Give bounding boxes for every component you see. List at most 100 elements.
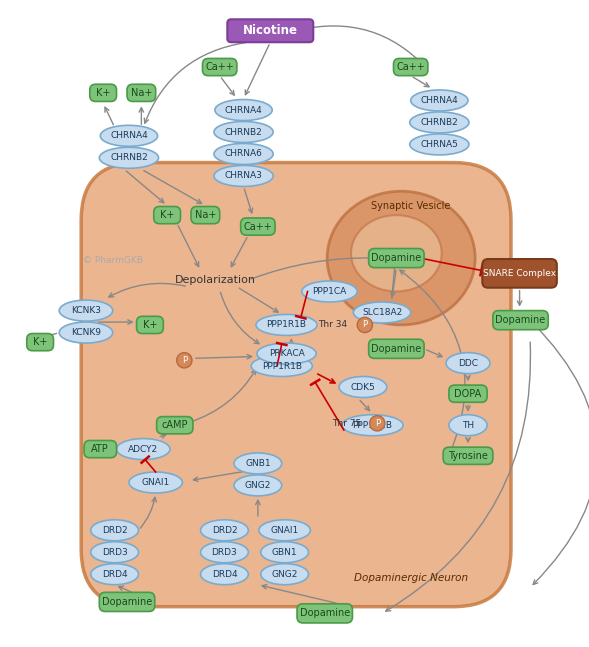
Ellipse shape [410, 134, 469, 155]
Ellipse shape [411, 90, 468, 111]
Text: Nicotine: Nicotine [243, 24, 298, 38]
Text: Na+: Na+ [194, 210, 216, 220]
FancyBboxPatch shape [443, 447, 493, 465]
Text: K+: K+ [96, 88, 110, 98]
FancyBboxPatch shape [369, 248, 424, 268]
Text: Tyrosine: Tyrosine [448, 451, 488, 461]
Text: P: P [375, 419, 380, 428]
Text: GNB1: GNB1 [245, 459, 271, 468]
Ellipse shape [59, 322, 112, 343]
Text: DRD3: DRD3 [211, 548, 237, 557]
Ellipse shape [100, 126, 158, 146]
Text: CHRNB2: CHRNB2 [421, 118, 458, 127]
FancyBboxPatch shape [241, 218, 275, 235]
Ellipse shape [251, 355, 312, 377]
Ellipse shape [201, 542, 249, 563]
Ellipse shape [357, 317, 372, 333]
Text: PPP1CA: PPP1CA [312, 287, 347, 296]
Text: GBN1: GBN1 [272, 548, 297, 557]
Ellipse shape [59, 300, 112, 321]
Ellipse shape [201, 520, 249, 541]
FancyBboxPatch shape [84, 441, 117, 457]
Ellipse shape [91, 542, 138, 563]
FancyBboxPatch shape [369, 339, 424, 358]
Ellipse shape [446, 353, 490, 374]
Ellipse shape [259, 520, 310, 541]
FancyBboxPatch shape [493, 311, 548, 330]
Ellipse shape [342, 415, 403, 435]
FancyBboxPatch shape [227, 19, 313, 42]
Text: DRD2: DRD2 [211, 526, 237, 535]
Text: Ca++: Ca++ [396, 62, 425, 72]
Text: CHRNA4: CHRNA4 [110, 131, 148, 140]
FancyBboxPatch shape [157, 417, 193, 434]
Text: SLC18A2: SLC18A2 [362, 308, 402, 317]
Text: Depolarization: Depolarization [174, 275, 256, 285]
Text: K+: K+ [143, 320, 157, 330]
Ellipse shape [91, 520, 138, 541]
Ellipse shape [215, 100, 272, 120]
Ellipse shape [214, 144, 273, 164]
Text: Dopamine: Dopamine [102, 597, 152, 607]
Text: DDC: DDC [458, 358, 478, 367]
FancyBboxPatch shape [127, 84, 155, 102]
Text: Dopamine: Dopamine [300, 608, 350, 619]
Text: TH: TH [462, 421, 474, 430]
Ellipse shape [234, 475, 282, 496]
FancyBboxPatch shape [191, 206, 220, 224]
Text: PRKACA: PRKACA [269, 349, 305, 358]
Text: DRD3: DRD3 [102, 548, 127, 557]
FancyBboxPatch shape [297, 604, 352, 623]
Text: K+: K+ [160, 210, 174, 220]
Text: Synaptic Vesicle: Synaptic Vesicle [371, 201, 451, 210]
Text: CHRNA5: CHRNA5 [421, 140, 458, 149]
Ellipse shape [201, 564, 249, 585]
Text: DRD2: DRD2 [102, 526, 127, 535]
FancyBboxPatch shape [449, 385, 487, 402]
Text: ADCY2: ADCY2 [128, 444, 158, 454]
Ellipse shape [327, 192, 475, 325]
Text: DRD4: DRD4 [211, 570, 237, 578]
Text: KCNK9: KCNK9 [71, 328, 101, 337]
Ellipse shape [129, 472, 183, 493]
Text: GNAI1: GNAI1 [270, 526, 299, 535]
Ellipse shape [370, 415, 385, 431]
Text: CDK5: CDK5 [350, 382, 375, 391]
Ellipse shape [339, 377, 387, 397]
Text: PPP1R1B: PPP1R1B [262, 362, 302, 371]
Text: GNG2: GNG2 [244, 481, 271, 490]
FancyBboxPatch shape [203, 58, 237, 76]
Ellipse shape [100, 148, 158, 168]
Text: ATP: ATP [91, 444, 109, 454]
Text: CHRNB2: CHRNB2 [224, 127, 263, 137]
Text: CHRNA6: CHRNA6 [224, 149, 263, 159]
Text: Dopamine: Dopamine [371, 253, 422, 263]
Text: CHRNA3: CHRNA3 [224, 171, 263, 181]
Text: Dopamine: Dopamine [371, 344, 422, 354]
Ellipse shape [302, 281, 357, 302]
FancyBboxPatch shape [81, 162, 511, 607]
Text: GNG2: GNG2 [272, 570, 298, 578]
Text: cAMP: cAMP [161, 420, 188, 430]
Ellipse shape [257, 343, 316, 364]
Text: DOPA: DOPA [454, 389, 482, 399]
Ellipse shape [177, 353, 192, 368]
Text: Dopaminergic Neuron: Dopaminergic Neuron [353, 573, 468, 583]
Text: Ca++: Ca++ [206, 62, 234, 72]
Ellipse shape [261, 542, 309, 563]
Ellipse shape [234, 453, 282, 474]
Text: Thr 34: Thr 34 [318, 320, 347, 329]
FancyBboxPatch shape [393, 58, 428, 76]
Text: Na+: Na+ [131, 88, 152, 98]
Text: PPP1R1B: PPP1R1B [267, 320, 306, 329]
Text: P: P [362, 320, 368, 329]
Ellipse shape [91, 564, 138, 585]
Text: Dopamine: Dopamine [495, 315, 545, 325]
Ellipse shape [410, 112, 469, 133]
Text: © PharmGKB: © PharmGKB [83, 256, 143, 265]
FancyBboxPatch shape [90, 84, 117, 102]
Ellipse shape [353, 302, 411, 323]
Text: SNARE Complex: SNARE Complex [483, 269, 556, 278]
Text: DRD4: DRD4 [102, 570, 127, 578]
Ellipse shape [117, 439, 170, 459]
